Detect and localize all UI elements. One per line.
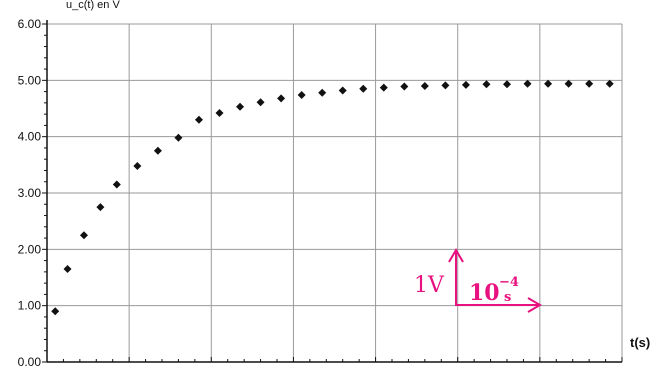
y-tick-label: 4.00 — [18, 130, 42, 144]
data-point — [379, 83, 388, 92]
data-point — [174, 133, 183, 142]
data-point — [482, 80, 491, 89]
scale-annotation: 1V 10 −4 s — [414, 248, 542, 313]
data-point — [96, 203, 105, 212]
data-point — [420, 81, 429, 90]
data-point — [359, 84, 368, 93]
data-point — [256, 98, 265, 107]
data-point — [215, 109, 224, 118]
data-point — [63, 265, 72, 274]
data-point — [461, 80, 470, 89]
data-point — [523, 79, 532, 88]
data-point — [236, 102, 245, 111]
data-point — [277, 94, 286, 103]
y-tick-label: 0.00 — [18, 355, 42, 367]
data-point — [133, 161, 142, 170]
annotation-horizontal-base: 10 — [469, 280, 500, 306]
data-point — [338, 86, 347, 95]
grid — [47, 23, 623, 362]
data-point — [503, 80, 511, 89]
data-point — [564, 79, 573, 88]
data-point — [297, 90, 306, 99]
data-point — [79, 231, 88, 240]
data-point — [544, 79, 553, 88]
data-point — [153, 146, 162, 155]
axes — [42, 20, 623, 363]
y-tick-label: 1.00 — [18, 299, 42, 313]
y-tick-label: 2.00 — [18, 242, 42, 256]
data-point — [318, 88, 327, 97]
data-point — [585, 79, 594, 88]
annotation-vertical-label: 1V — [414, 273, 445, 298]
y-tick-label: 6.00 — [18, 17, 42, 31]
annotation-horizontal-unit: s — [504, 290, 511, 305]
annotation-vertical-arrowhead — [448, 248, 464, 263]
annotation-horizontal-arrowhead — [527, 297, 542, 313]
y-tick-labels: 0.00 1.00 2.00 3.00 4.00 5.00 6.00 — [18, 17, 42, 367]
data-point — [194, 115, 203, 124]
data-point — [400, 82, 409, 91]
data-point — [605, 79, 614, 88]
y-axis-title-partial: u_c(t) en V — [66, 0, 120, 11]
data-point — [441, 81, 450, 90]
y-tick-label: 3.00 — [18, 186, 42, 200]
y-tick-label: 5.00 — [18, 73, 42, 87]
x-axis-title: t(s) — [630, 335, 650, 350]
annotation-horizontal-exp: −4 — [499, 275, 519, 290]
data-points — [51, 79, 614, 316]
data-point — [51, 307, 60, 316]
data-point — [112, 180, 121, 189]
